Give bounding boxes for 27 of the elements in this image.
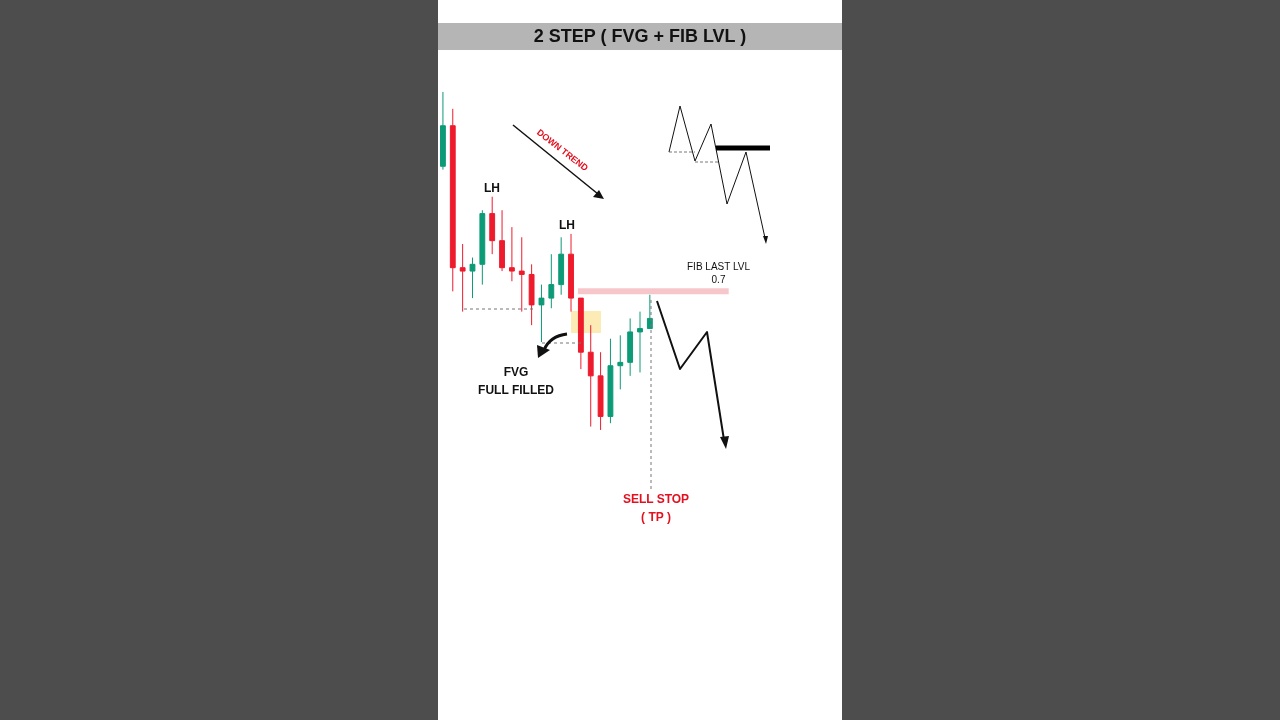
candlestick (440, 91, 446, 171)
candlestick (518, 236, 525, 313)
candlestick (469, 257, 476, 299)
candlestick (528, 263, 535, 326)
candlestick (479, 209, 486, 286)
candlestick (627, 317, 634, 377)
annotation: LH (484, 180, 500, 197)
candlestick (568, 233, 574, 313)
candlestick (617, 334, 624, 390)
text: SELL STOP ( TP ) (622, 491, 690, 526)
candlestick (499, 209, 505, 272)
chart-title: 2 STEP ( FVG + FIB LVL ) (438, 23, 842, 50)
candlestick (449, 108, 456, 292)
candlestick (637, 311, 643, 373)
candlestick (508, 226, 515, 282)
candlestick (538, 284, 545, 343)
candlestick (558, 236, 565, 296)
candlestick (548, 253, 555, 309)
annotation: FVG FULL FILLED (478, 364, 554, 399)
candlestick (597, 351, 604, 431)
annotation: LH (559, 217, 575, 234)
candlestick (459, 243, 466, 313)
candlestick (577, 297, 584, 370)
candlestick (607, 338, 614, 424)
ref-line-label: FIB LAST LVL 0.7 (687, 261, 751, 285)
candlestick (587, 324, 594, 428)
candlestick (489, 196, 496, 255)
